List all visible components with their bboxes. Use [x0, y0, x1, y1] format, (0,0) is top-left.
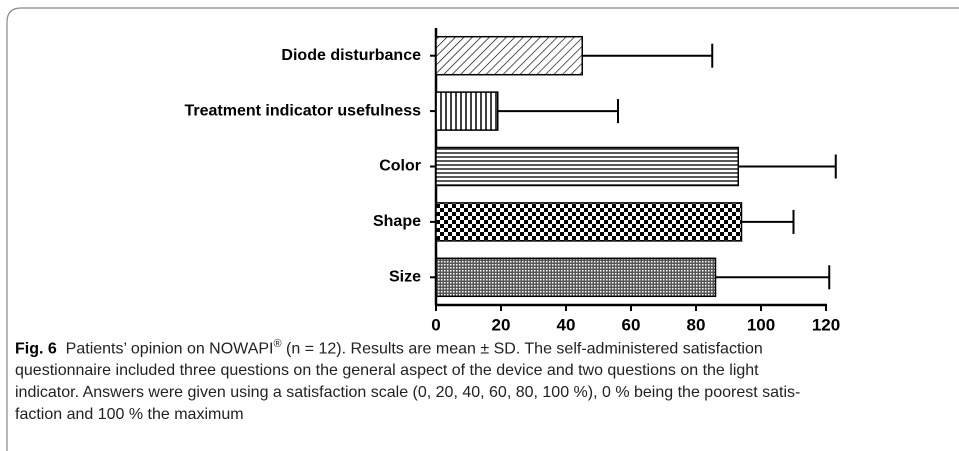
bar [435, 146, 739, 187]
x-tick-label: 100 [747, 315, 775, 334]
caption-label: Fig. 6 [15, 340, 57, 358]
caption-line: faction and 100 % the maximum [15, 406, 244, 424]
caption-text: (n = 12). Results are mean ± SD. The sel… [281, 340, 763, 358]
y-tick-label: Diode disturbance [281, 47, 421, 64]
bar [435, 91, 499, 131]
frame [6, 7, 959, 451]
y-tick-label: Shape [373, 213, 421, 230]
x-tick-label: 40 [557, 315, 576, 334]
x-tick-label: 80 [687, 315, 706, 334]
caption-line: indicator. Answers were given using a sa… [15, 384, 801, 402]
y-tick-label: Size [389, 269, 421, 286]
caption-text: Patients’ opinion on NOWAPI [65, 340, 274, 358]
bar [435, 257, 717, 298]
y-tick-label: Treatment indicator usefulness [184, 102, 421, 119]
bar [435, 35, 583, 76]
x-tick-label: 60 [622, 315, 641, 334]
x-tick-label: 120 [812, 315, 840, 334]
x-tick-label: 20 [492, 315, 511, 334]
y-tick-label: Color [379, 158, 421, 175]
caption: Fig. 6 Patients’ opinion on NOWAPI® (n =… [15, 333, 800, 426]
caption-line: Fig. 6 Patients’ opinion on NOWAPI® (n =… [15, 333, 800, 360]
caption-line: questionnaire included three questions o… [15, 362, 759, 380]
bar [435, 202, 743, 242]
caption-sup: ® [273, 338, 282, 350]
x-tick-label: 0 [431, 315, 440, 334]
